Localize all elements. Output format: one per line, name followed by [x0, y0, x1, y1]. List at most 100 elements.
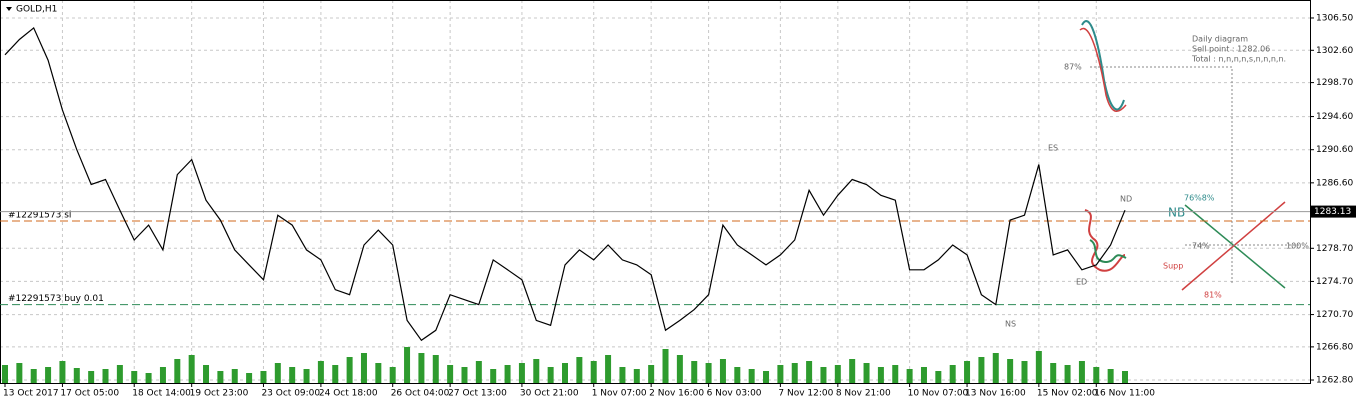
- volume-bar: [59, 361, 66, 383]
- annotation: 74%: [1192, 242, 1210, 251]
- y-tick-label: 1298.70: [1316, 78, 1353, 88]
- x-tick-label: 18 Oct 14:00: [132, 389, 191, 399]
- x-tick-label: 27 Oct 13:00: [448, 389, 507, 399]
- x-tick-label: 13 Oct 2017: [3, 389, 59, 399]
- x-tick-label: 23 Oct 09:00: [261, 389, 320, 399]
- volume-bar: [504, 365, 511, 383]
- volume-bar: [375, 363, 382, 383]
- volume-bar: [346, 357, 353, 383]
- volume-bar: [705, 363, 712, 383]
- order-label: #12291573 sl: [8, 210, 71, 220]
- volume-bar: [949, 365, 956, 383]
- volume-bar: [246, 373, 253, 383]
- volume-bar: [389, 367, 396, 383]
- volume-bar: [116, 365, 123, 383]
- volume-bar: [920, 367, 927, 383]
- annotation: Supp: [1163, 262, 1183, 271]
- volume-bar: [203, 365, 210, 383]
- volume-bar: [2, 365, 8, 383]
- volume-bar: [1007, 359, 1014, 383]
- volume-bar: [806, 361, 813, 383]
- chart-title: GOLD,H1: [16, 5, 57, 15]
- current-price-label: 1283.13: [1314, 207, 1351, 217]
- volume-bar: [475, 361, 482, 383]
- projection-drawing: [1079, 20, 1300, 291]
- volume-bar: [360, 353, 367, 383]
- volume-bar: [461, 367, 468, 383]
- order-label: #12291573 buy 0.01: [8, 294, 104, 304]
- volume-bar: [418, 353, 425, 383]
- x-tick-label: 7 Nov 12:00: [778, 389, 833, 399]
- volume-bar: [763, 371, 770, 383]
- volume-bar: [188, 355, 195, 383]
- y-tick-label: 1274.70: [1316, 277, 1353, 287]
- y-tick-label: 1270.70: [1316, 310, 1353, 320]
- volume-bar: [45, 367, 52, 383]
- volume-bar: [849, 359, 856, 383]
- plot-frame: [0, 0, 1311, 384]
- annotation: Total : n,n,n,n,s,n,n,n,n.: [1191, 55, 1286, 64]
- annotation: 76%8%: [1184, 194, 1215, 203]
- y-tick-label: 1266.80: [1316, 342, 1353, 352]
- x-tick-label: 13 Nov 16:00: [965, 389, 1026, 399]
- volume-bar: [719, 359, 726, 383]
- volume-bar: [303, 369, 310, 383]
- volume-bar: [317, 361, 324, 383]
- volume-bar: [332, 365, 339, 383]
- y-tick-label: 1306.50: [1316, 13, 1353, 23]
- annotation: 87%: [1064, 63, 1082, 72]
- x-tick-label: 15 Nov 02:00: [1037, 389, 1098, 399]
- volume-bar: [174, 359, 181, 383]
- annotation: NS: [1005, 320, 1016, 329]
- volume-bar: [1122, 371, 1128, 383]
- volume-bar: [490, 369, 497, 383]
- volume-bar: [260, 371, 267, 383]
- volume-bar: [30, 369, 37, 383]
- annotation: 81%: [1204, 291, 1222, 300]
- volume-bar: [676, 355, 683, 383]
- menu-arrow[interactable]: [6, 7, 12, 11]
- volume-bar: [734, 367, 741, 383]
- volume-bar: [605, 355, 612, 383]
- volume-bar: [935, 371, 942, 383]
- volume-bar: [877, 367, 884, 383]
- volume-bar: [820, 367, 827, 383]
- volume-bar: [633, 369, 640, 383]
- volume-bar: [648, 365, 655, 383]
- volume-bar: [1035, 351, 1042, 383]
- volume-bar: [691, 361, 698, 383]
- volume-bar: [217, 371, 224, 383]
- annotation: ED: [1076, 278, 1087, 287]
- x-tick-label: 24 Oct 18:00: [319, 389, 378, 399]
- price-line: [4, 26, 1126, 342]
- volume-bar: [447, 365, 454, 383]
- volume-bar: [978, 357, 985, 383]
- volume-bar: [619, 367, 626, 383]
- volume-bar: [834, 365, 841, 383]
- volume-bar: [964, 361, 971, 383]
- volume-bar: [88, 371, 95, 383]
- volume-bar: [562, 363, 568, 383]
- volume-bar: [1093, 367, 1100, 383]
- volume-bar: [748, 369, 755, 383]
- x-tick-label: 1 Nov 07:00: [592, 389, 647, 399]
- volume-bar: [662, 349, 669, 383]
- x-tick-label: 30 Oct 21:00: [520, 389, 579, 399]
- y-tick-label: 1302.60: [1316, 46, 1353, 56]
- volume-bar: [145, 373, 152, 383]
- x-tick-label: 17 Oct 05:00: [60, 389, 119, 399]
- x-tick-label: 19 Oct 23:00: [190, 389, 249, 399]
- volume-bar: [131, 371, 138, 383]
- volume-bar: [518, 363, 525, 383]
- x-tick-label: 10 Nov 07:00: [908, 389, 969, 399]
- volume-bar: [533, 359, 540, 383]
- volume-bar: [432, 355, 439, 383]
- annotation: ND: [1120, 195, 1132, 204]
- volume-bar: [404, 347, 411, 383]
- volume-bar: [590, 361, 597, 383]
- y-tick-label: 1290.60: [1316, 145, 1353, 155]
- x-tick-label: 16 Nov 11:00: [1094, 389, 1155, 399]
- annotation: NB: [1168, 206, 1185, 220]
- x-tick-label: 2 Nov 16:00: [649, 389, 704, 399]
